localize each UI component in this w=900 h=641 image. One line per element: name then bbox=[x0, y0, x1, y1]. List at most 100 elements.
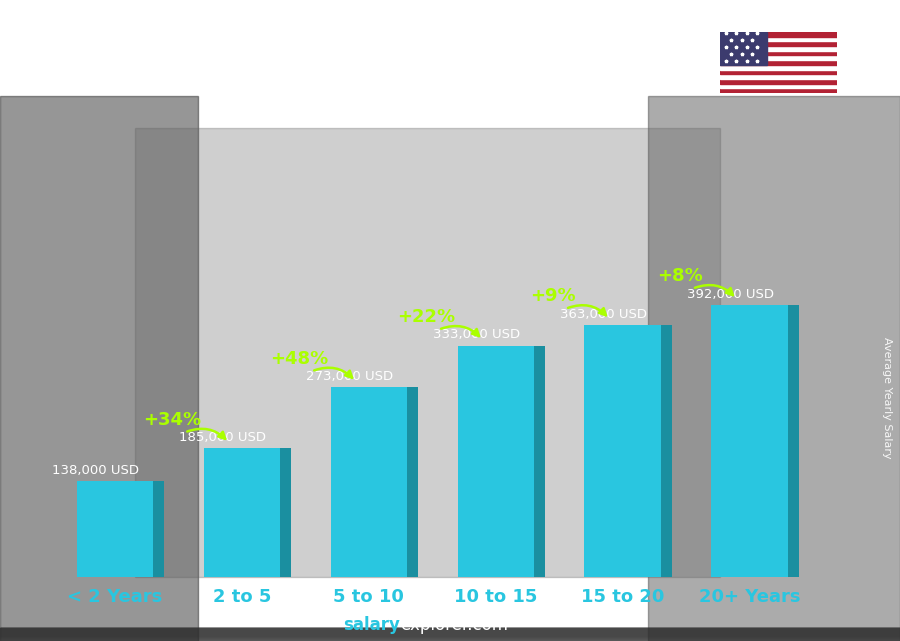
Bar bbox=[0, 96, 198, 641]
Bar bbox=[0, 633, 900, 639]
Bar bbox=[0, 630, 900, 637]
Bar bbox=[0, 632, 900, 638]
Text: salary: salary bbox=[344, 616, 400, 634]
Bar bbox=[0, 629, 900, 636]
Bar bbox=[0, 633, 900, 640]
Bar bbox=[0, 635, 900, 641]
Bar bbox=[0, 633, 900, 639]
Bar bbox=[0, 631, 900, 637]
Bar bbox=[720, 46, 837, 51]
Text: +34%: +34% bbox=[143, 411, 201, 429]
Bar bbox=[720, 65, 837, 69]
Bar bbox=[0, 631, 900, 638]
Bar bbox=[0, 633, 900, 640]
Bar bbox=[0, 633, 900, 639]
Bar bbox=[0, 632, 900, 638]
Bar bbox=[0, 631, 900, 637]
Bar bbox=[0, 629, 900, 636]
Bar bbox=[0, 634, 900, 640]
Polygon shape bbox=[203, 449, 280, 577]
Bar bbox=[0, 629, 900, 635]
Bar bbox=[0, 631, 900, 638]
Bar bbox=[0, 628, 900, 635]
Bar bbox=[0, 633, 900, 639]
Bar bbox=[0, 633, 900, 640]
Bar bbox=[0, 633, 900, 640]
Bar bbox=[720, 69, 837, 74]
Bar bbox=[0, 633, 900, 640]
Bar bbox=[0, 633, 900, 639]
Bar bbox=[0, 631, 900, 637]
Text: 273,000 USD: 273,000 USD bbox=[306, 370, 393, 383]
Bar bbox=[0, 633, 900, 639]
Bar bbox=[0, 628, 900, 635]
Bar bbox=[720, 88, 837, 93]
Bar bbox=[0, 630, 900, 637]
Bar bbox=[0, 629, 900, 635]
Bar bbox=[0, 631, 900, 638]
Bar bbox=[0, 634, 900, 640]
Polygon shape bbox=[661, 325, 672, 577]
Text: Breast Center Manager: Breast Center Manager bbox=[45, 74, 286, 94]
Bar bbox=[0, 630, 900, 637]
Bar bbox=[0, 633, 900, 640]
Polygon shape bbox=[407, 387, 418, 577]
Text: 185,000 USD: 185,000 USD bbox=[179, 431, 266, 444]
Bar bbox=[720, 83, 837, 88]
Text: Salary Comparison By Experience: Salary Comparison By Experience bbox=[45, 16, 676, 49]
Bar bbox=[0, 634, 900, 640]
Bar bbox=[720, 32, 767, 65]
Bar bbox=[0, 633, 900, 640]
Bar bbox=[0, 633, 900, 639]
Text: +9%: +9% bbox=[530, 287, 575, 305]
Polygon shape bbox=[280, 449, 292, 577]
Bar bbox=[0, 631, 900, 638]
Bar bbox=[0, 630, 900, 637]
Bar bbox=[0, 634, 900, 640]
Bar bbox=[0, 632, 900, 638]
Bar bbox=[0, 629, 900, 636]
Bar bbox=[0, 628, 900, 635]
Bar bbox=[720, 56, 837, 60]
Polygon shape bbox=[534, 345, 545, 577]
Bar bbox=[0, 630, 900, 637]
Bar bbox=[0, 632, 900, 638]
Bar bbox=[0, 633, 900, 639]
Bar bbox=[720, 37, 837, 42]
Bar bbox=[0, 631, 900, 637]
Bar bbox=[0, 634, 900, 640]
Bar bbox=[720, 79, 837, 83]
Bar bbox=[0, 631, 900, 638]
Bar bbox=[0, 629, 900, 636]
Bar bbox=[0, 631, 900, 638]
Bar bbox=[0, 632, 900, 638]
Text: +22%: +22% bbox=[397, 308, 454, 326]
Bar bbox=[0, 630, 900, 637]
Bar bbox=[0, 635, 900, 641]
Bar bbox=[0, 631, 900, 638]
Polygon shape bbox=[76, 481, 153, 577]
Bar bbox=[0, 631, 900, 637]
Bar bbox=[0, 631, 900, 637]
Polygon shape bbox=[711, 304, 788, 577]
Text: +48%: +48% bbox=[270, 350, 328, 368]
Polygon shape bbox=[457, 345, 534, 577]
Bar bbox=[0, 629, 900, 635]
Bar bbox=[0, 633, 900, 640]
Bar bbox=[0, 631, 900, 638]
Bar bbox=[648, 96, 900, 641]
Text: 333,000 USD: 333,000 USD bbox=[433, 328, 520, 342]
Bar bbox=[0, 629, 900, 635]
Bar bbox=[0, 631, 900, 637]
Bar bbox=[720, 32, 837, 37]
Bar bbox=[0, 629, 900, 636]
Bar bbox=[720, 74, 837, 79]
Bar bbox=[720, 42, 837, 46]
Bar bbox=[0, 631, 900, 637]
Bar bbox=[0, 629, 900, 636]
Bar bbox=[0, 628, 900, 635]
Bar bbox=[0, 633, 900, 639]
Bar bbox=[720, 60, 837, 65]
Bar bbox=[0, 633, 900, 640]
Text: 363,000 USD: 363,000 USD bbox=[560, 308, 647, 320]
